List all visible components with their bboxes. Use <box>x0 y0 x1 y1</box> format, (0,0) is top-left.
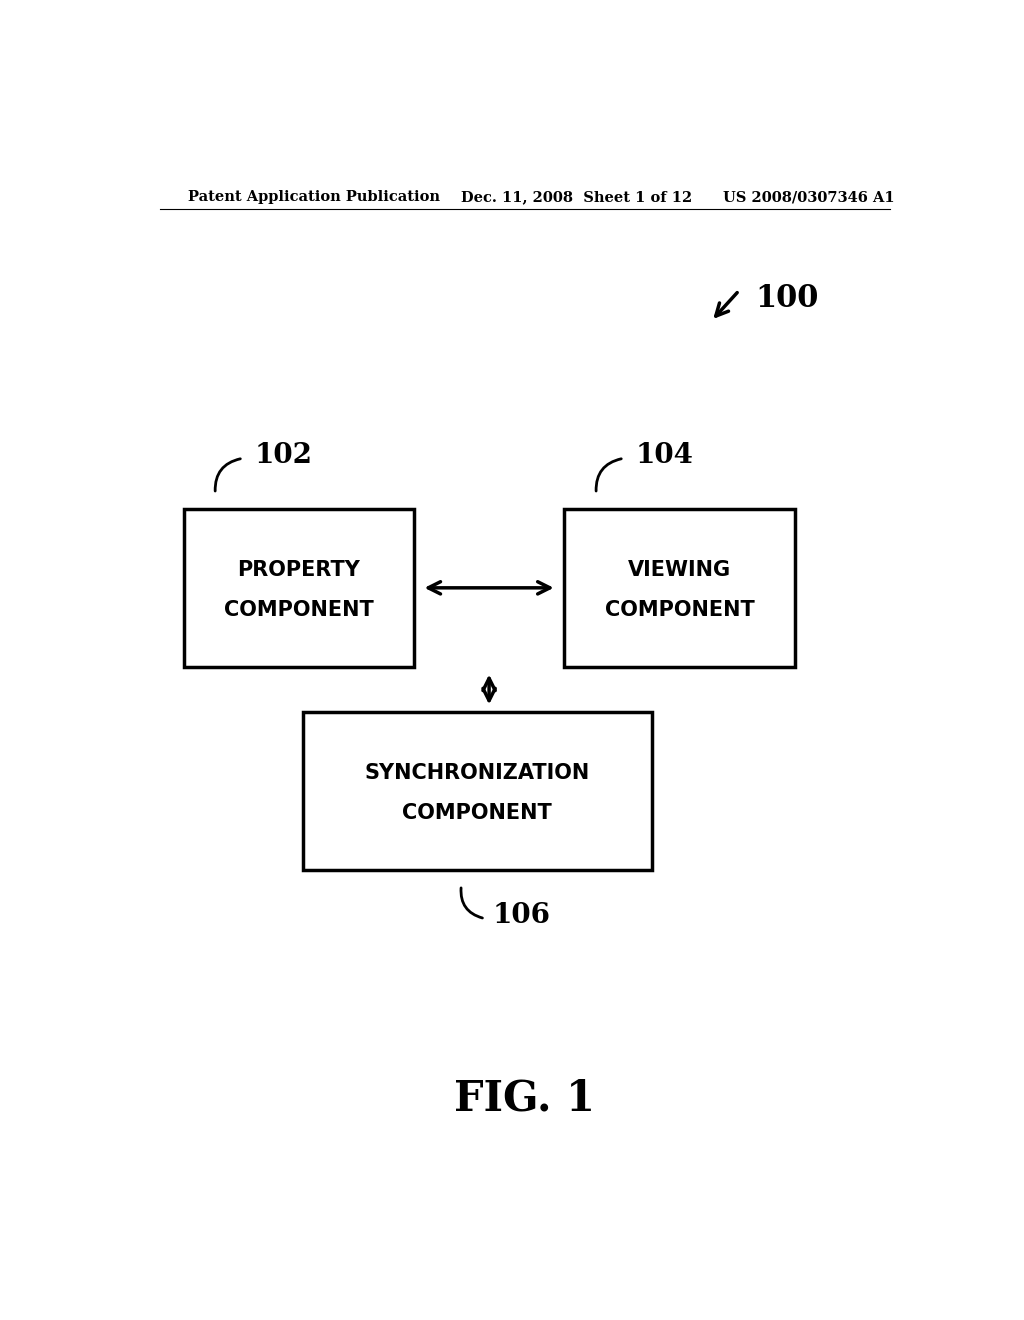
Text: COMPONENT: COMPONENT <box>224 601 374 620</box>
Text: 104: 104 <box>636 442 694 469</box>
Text: COMPONENT: COMPONENT <box>605 601 755 620</box>
Text: COMPONENT: COMPONENT <box>402 804 552 824</box>
Text: VIEWING: VIEWING <box>628 560 731 579</box>
Bar <box>564 510 795 667</box>
Text: 106: 106 <box>494 902 551 929</box>
Bar <box>183 510 414 667</box>
Text: 102: 102 <box>255 442 313 469</box>
Text: US 2008/0307346 A1: US 2008/0307346 A1 <box>723 190 895 205</box>
Text: 100: 100 <box>755 284 818 314</box>
Text: SYNCHRONIZATION: SYNCHRONIZATION <box>365 763 590 783</box>
Text: FIG. 1: FIG. 1 <box>455 1077 595 1119</box>
Text: Patent Application Publication: Patent Application Publication <box>187 190 439 205</box>
Text: Dec. 11, 2008  Sheet 1 of 12: Dec. 11, 2008 Sheet 1 of 12 <box>461 190 692 205</box>
Text: PROPERTY: PROPERTY <box>238 560 360 579</box>
Bar <box>303 713 652 870</box>
